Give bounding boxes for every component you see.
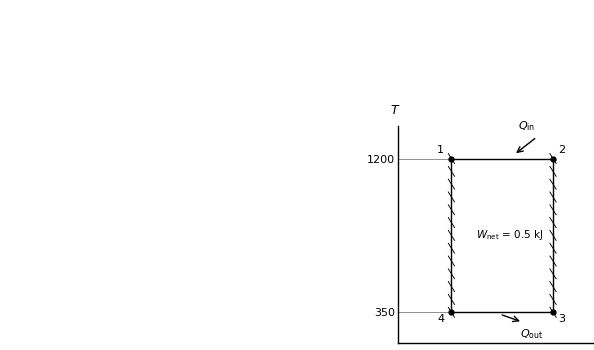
Text: 2: 2 xyxy=(558,145,565,155)
Text: T: T xyxy=(391,104,398,117)
Text: $Q_\mathrm{out}$: $Q_\mathrm{out}$ xyxy=(520,327,544,341)
Text: $W_\mathrm{net}$ = 0.5 kJ: $W_\mathrm{net}$ = 0.5 kJ xyxy=(476,229,543,243)
Text: 1: 1 xyxy=(437,145,444,155)
Text: $Q_\mathrm{in}$: $Q_\mathrm{in}$ xyxy=(517,119,535,133)
Text: 3: 3 xyxy=(558,314,565,324)
Text: 4: 4 xyxy=(437,314,444,324)
